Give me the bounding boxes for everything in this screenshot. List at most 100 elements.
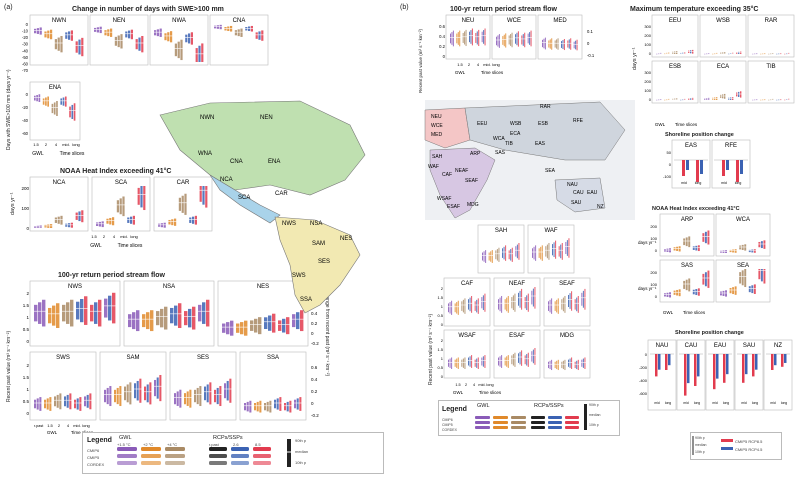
panel-sws: SWS <box>29 351 97 421</box>
bar <box>666 292 669 297</box>
bar <box>451 32 453 45</box>
bar <box>140 186 143 208</box>
map-a-region-wna: WNA <box>198 151 212 157</box>
heat-b-ytick: 0 <box>655 248 658 253</box>
bar <box>42 299 46 327</box>
af-ytick: 1.5 <box>437 295 443 300</box>
bar <box>704 272 707 287</box>
bar <box>282 318 286 333</box>
shore2-panel-nau: NAU mid long <box>647 339 677 411</box>
swe-xaxis: 1.5 2 4 mid. long GWL Time slices <box>32 142 85 157</box>
af-xtick: 1.5 <box>455 383 460 387</box>
bar <box>194 389 197 403</box>
bar <box>44 31 47 38</box>
bar <box>189 389 192 408</box>
panel-tib: TIB <box>747 60 795 104</box>
bar <box>158 223 161 227</box>
legend-shore: 90th p median 10th p CMIP5 RCP8.5 CMIP5 … <box>690 432 782 460</box>
heat-a-xtick: 1.5 <box>91 234 97 239</box>
legend-a-p10: 10th p <box>295 460 307 465</box>
panel-title-esaf: ESAF <box>509 333 525 339</box>
bar <box>498 247 500 262</box>
map-b-region-sau: SAU <box>571 200 582 206</box>
panel-ses: SES <box>169 351 237 421</box>
shore2-x-mid: mid <box>741 401 746 405</box>
bar <box>255 32 258 39</box>
panel-title-sws: SWS <box>56 355 70 361</box>
bar <box>477 298 479 314</box>
legend-a-gwl-swatch <box>117 454 137 458</box>
bar <box>582 290 584 308</box>
bar <box>481 297 483 309</box>
flow-b-yaxis: 0.6 0.4 0.2 0 <box>439 24 445 59</box>
bar <box>676 289 679 296</box>
legend-b-gwl-swatch <box>493 421 508 424</box>
bar <box>94 302 98 324</box>
bar <box>567 40 569 48</box>
shore2-title-cau: CAU <box>685 343 698 349</box>
panel-sca: SCA <box>91 176 151 232</box>
bar <box>292 314 296 328</box>
bar <box>76 398 79 410</box>
bar <box>56 101 58 116</box>
bar <box>551 359 553 371</box>
flow-a-y2tick-b: 0 <box>311 401 314 406</box>
map-a-region-sam: SAM <box>312 241 325 247</box>
legend-a: Legend GWL RCPs/SSPs CMIP6 CMIP5 CORDEX … <box>82 432 384 474</box>
panel-seaf: SEAF <box>543 277 591 327</box>
bar <box>126 384 129 403</box>
bar <box>54 39 57 50</box>
bar <box>181 195 184 213</box>
bar <box>519 351 521 365</box>
bar <box>230 25 233 32</box>
bar <box>174 393 177 405</box>
bar <box>78 211 81 222</box>
bar <box>505 245 507 261</box>
bar <box>772 98 774 100</box>
bar <box>556 39 558 49</box>
panel-ena: ENA <box>29 81 81 141</box>
bar <box>154 30 157 36</box>
bar <box>461 359 463 367</box>
flow-a-ytick-b: 1.5 <box>23 375 30 380</box>
shore2-bar <box>771 354 774 370</box>
heat-a-xtick: mid. <box>120 234 128 239</box>
bar <box>146 312 150 330</box>
swe-title: Change in number of days with SWE>100 mm <box>72 6 224 13</box>
bar <box>576 39 578 51</box>
bar <box>741 270 744 286</box>
bar <box>164 33 167 41</box>
bar <box>174 218 177 226</box>
legend-b-gwl-swatch <box>511 426 526 429</box>
flow-a-y2tick: 0.4 <box>311 311 318 316</box>
heat-a-xtick: 4 <box>113 234 116 239</box>
shore-title: Shoreline position change <box>665 132 734 138</box>
temp-title: Maximum temperature exceeding 35°C <box>630 6 759 13</box>
bar <box>129 382 132 405</box>
bar <box>184 393 187 405</box>
bar <box>272 313 276 333</box>
map-b-region-esb: ESB <box>538 121 549 127</box>
temp-ylabel: days yr⁻¹ <box>632 47 638 70</box>
bar <box>461 301 463 311</box>
flow-a-y2tick: 0 <box>311 331 314 336</box>
bar <box>744 269 747 288</box>
bar <box>501 295 503 313</box>
flow-b-x-gwl: GWL <box>455 70 466 75</box>
panel-title-tib: TIB <box>766 64 775 70</box>
bar <box>188 308 192 328</box>
bar <box>557 38 559 50</box>
shore2-x-mid: mid <box>770 401 775 405</box>
flow-b-xtick: 4 <box>477 62 480 67</box>
bar <box>156 377 159 399</box>
bar <box>57 216 60 224</box>
bar <box>39 27 42 35</box>
bar <box>81 37 84 57</box>
flow-a-ytick-b: 0.5 <box>23 399 30 404</box>
bar <box>511 355 513 365</box>
map-b-region-wce: WCE <box>431 123 443 129</box>
bar <box>468 299 469 310</box>
bar <box>722 290 725 296</box>
bar <box>685 237 688 247</box>
bar <box>227 26 230 32</box>
